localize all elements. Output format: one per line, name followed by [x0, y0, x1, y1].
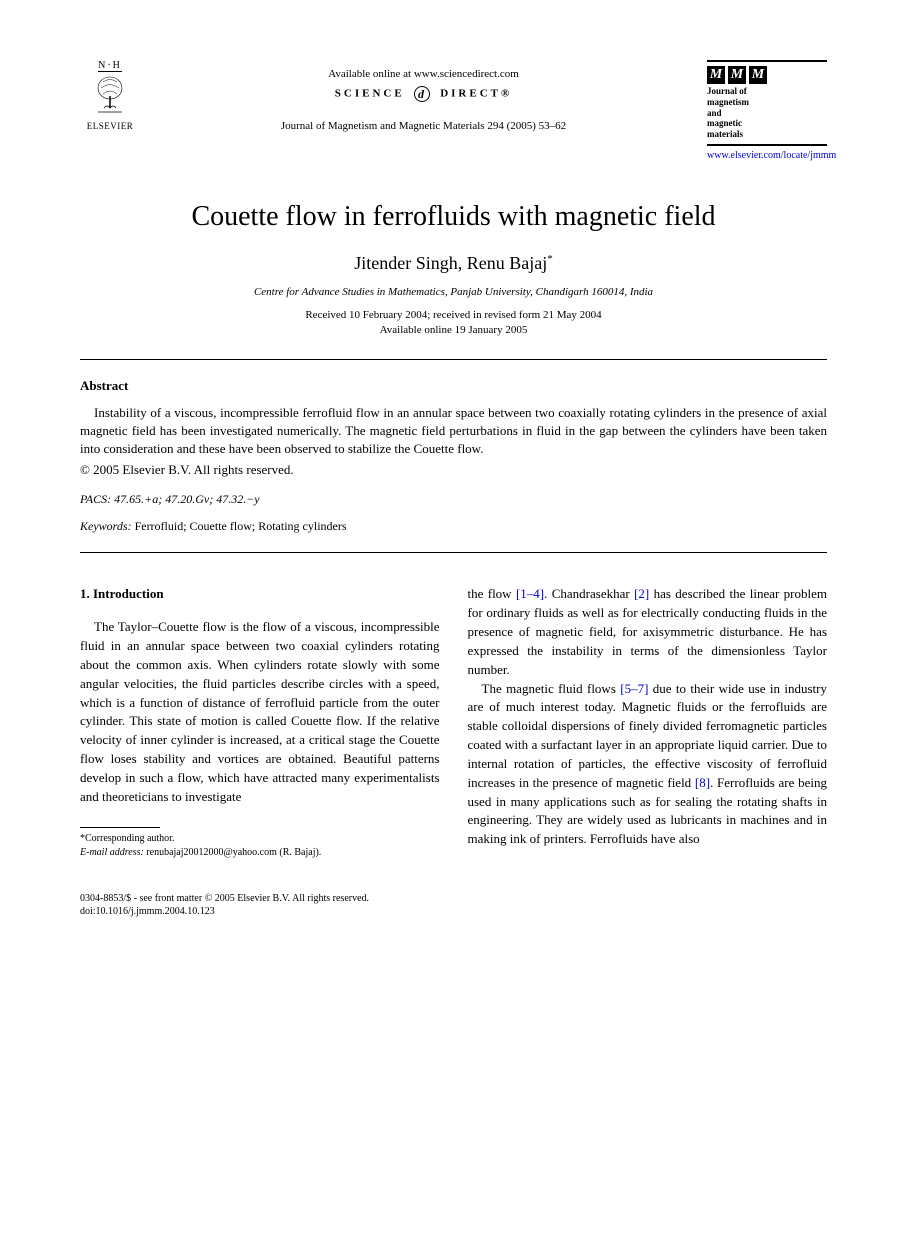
- pacs-label: PACS:: [80, 492, 111, 506]
- email-line: E-mail address: renubajaj20012000@yahoo.…: [80, 846, 440, 860]
- footnote-rule: [80, 827, 160, 828]
- ref-link-2[interactable]: [2]: [634, 586, 649, 601]
- ref-link-8[interactable]: [8]: [695, 775, 710, 790]
- corresponding-marker: *: [547, 253, 553, 265]
- brand-line1: Journal of: [707, 86, 817, 97]
- publisher-initials: N·H: [98, 60, 122, 72]
- m-icon-1: M: [707, 66, 725, 84]
- affiliation: Centre for Advance Studies in Mathematic…: [80, 286, 827, 298]
- pacs-line: PACS: 47.65.+a; 47.20.Gv; 47.32.−y: [80, 492, 827, 507]
- m-icon-3: M: [749, 66, 767, 84]
- header-row: N·H ELSEVIER Available online at www.sci…: [80, 60, 827, 161]
- footnote-block: *Corresponding author. E-mail address: r…: [80, 832, 440, 860]
- brand-line4: magnetic: [707, 118, 817, 129]
- keywords-label: Keywords:: [80, 519, 132, 533]
- email-label: E-mail address:: [80, 847, 144, 858]
- corresponding-author-note: *Corresponding author.: [80, 832, 440, 846]
- col2-p1-mid: . Chandrasekhar: [544, 586, 634, 601]
- keywords-text: Ferrofluid; Couette flow; Rotating cylin…: [135, 519, 347, 533]
- journal-reference: Journal of Magnetism and Magnetic Materi…: [140, 120, 707, 132]
- publisher-logo: N·H ELSEVIER: [80, 60, 140, 131]
- received-date: Received 10 February 2004; received in r…: [80, 308, 827, 323]
- col2-p2-pre: The magnetic fluid flows: [482, 681, 621, 696]
- ref-link-5-7[interactable]: [5–7]: [620, 681, 648, 696]
- copyright-text: © 2005 Elsevier B.V. All rights reserved…: [80, 462, 827, 478]
- email-address[interactable]: renubajaj20012000@yahoo.com (R. Bajaj).: [146, 847, 321, 858]
- body-columns: 1. Introduction The Taylor–Couette flow …: [80, 585, 827, 859]
- abstract-text: Instability of a viscous, incompressible…: [80, 404, 827, 459]
- direct-label: DIRECT®: [440, 88, 512, 100]
- keywords-line: Keywords: Ferrofluid; Couette flow; Rota…: [80, 519, 827, 534]
- brand-line5: materials: [707, 129, 817, 140]
- center-header: Available online at www.sciencedirect.co…: [140, 60, 707, 132]
- dates-block: Received 10 February 2004; received in r…: [80, 308, 827, 339]
- issn-line: 0304-8853/$ - see front matter © 2005 El…: [80, 892, 827, 905]
- abstract-heading: Abstract: [80, 378, 827, 394]
- column-right: the flow [1–4]. Chandrasekhar [2] has de…: [468, 585, 828, 859]
- doi-line: doi:10.1016/j.jmmm.2004.10.123: [80, 905, 827, 918]
- science-label: SCIENCE: [335, 88, 405, 100]
- publisher-name: ELSEVIER: [87, 121, 134, 131]
- col2-p2-mid: due to their wide use in industry are of…: [468, 681, 828, 790]
- brand-line2: magnetism: [707, 97, 817, 108]
- journal-brand-block: M M M Journal of magnetism and magnetic …: [707, 60, 827, 161]
- journal-url-link[interactable]: www.elsevier.com/locate/jmmm: [707, 150, 827, 161]
- authors: Jitender Singh, Renu Bajaj*: [80, 253, 827, 274]
- science-direct-logo: SCIENCE d DIRECT®: [140, 86, 707, 102]
- brand-line3: and: [707, 108, 817, 119]
- paper-title: Couette flow in ferrofluids with magneti…: [80, 201, 827, 233]
- intro-paragraph-1-cont: the flow [1–4]. Chandrasekhar [2] has de…: [468, 585, 828, 679]
- pacs-codes: 47.65.+a; 47.20.Gv; 47.32.−y: [114, 492, 260, 506]
- journal-brand: M M M Journal of magnetism and magnetic …: [707, 66, 817, 140]
- elsevier-tree-icon: [90, 74, 130, 121]
- available-online-text: Available online at www.sciencedirect.co…: [140, 68, 707, 80]
- m-icon-2: M: [728, 66, 746, 84]
- col2-p1-pre: the flow: [468, 586, 516, 601]
- author-names: Jitender Singh, Renu Bajaj: [354, 253, 547, 273]
- intro-paragraph-1: The Taylor–Couette flow is the flow of a…: [80, 618, 440, 806]
- intro-paragraph-2: The magnetic fluid flows [5–7] due to th…: [468, 680, 828, 850]
- ref-link-1-4[interactable]: [1–4]: [516, 586, 544, 601]
- divider-bottom: [80, 552, 827, 553]
- bottom-info: 0304-8853/$ - see front matter © 2005 El…: [80, 892, 827, 918]
- online-date: Available online 19 January 2005: [80, 323, 827, 338]
- sciencedirect-d-icon: d: [414, 86, 430, 102]
- section-1-heading: 1. Introduction: [80, 585, 440, 604]
- column-left: 1. Introduction The Taylor–Couette flow …: [80, 585, 440, 859]
- divider-top: [80, 359, 827, 360]
